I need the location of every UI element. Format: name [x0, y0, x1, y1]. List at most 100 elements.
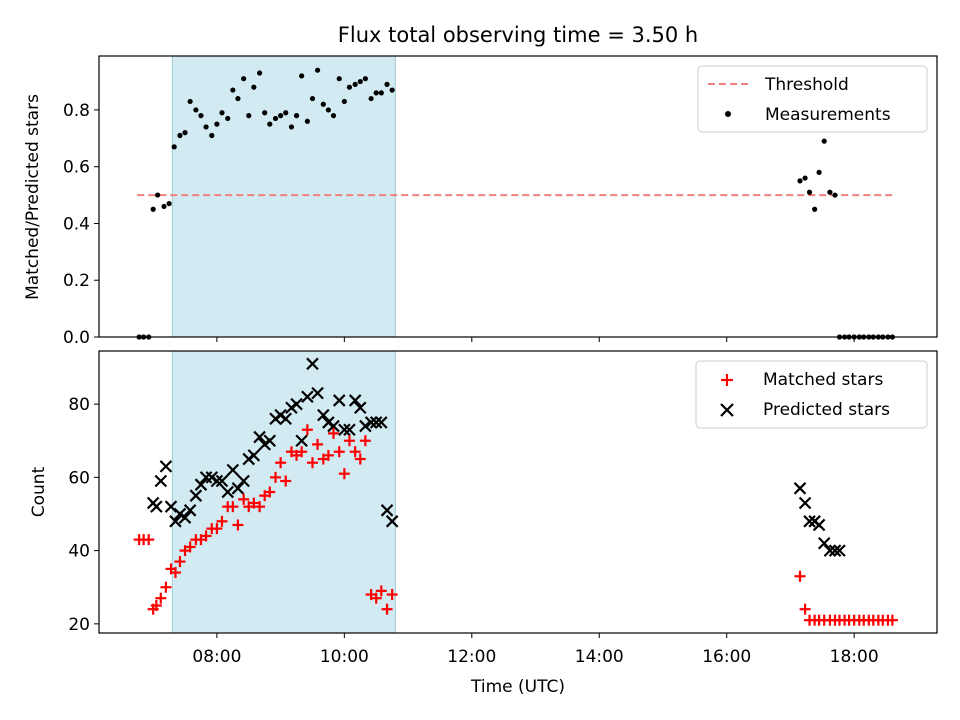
measurement-point: [150, 206, 156, 212]
matched-star-point: [275, 457, 287, 469]
measurement-point: [283, 110, 289, 116]
measurement-point: [161, 203, 167, 210]
predicted-star-point: [215, 474, 229, 488]
bottom-legend-frame: [695, 360, 928, 429]
x-tick-label: 12:00: [447, 647, 496, 667]
predicted-star-point: [380, 504, 394, 517]
predicted-star-point: [164, 500, 178, 513]
measurement-point: [320, 101, 326, 107]
predicted-star-point: [290, 397, 303, 411]
predicted-star-point: [150, 500, 163, 513]
measurement-point: [182, 130, 188, 136]
predicted-star-point: [178, 511, 192, 524]
measurement-point: [341, 98, 347, 105]
matched-legend-label: Matched stars: [763, 370, 883, 390]
matched-star-point: [227, 501, 239, 513]
matched-star-point: [211, 523, 223, 535]
matched-star-points: [133, 424, 898, 626]
predicted-star-point: [154, 474, 168, 488]
predicted-star-point: [348, 394, 362, 407]
measurement-point: [832, 192, 838, 198]
measurement-point: [246, 113, 252, 119]
top-axes-frame: [98, 55, 938, 338]
measurement-point: [330, 113, 337, 119]
y-tick-label: 80: [68, 395, 90, 415]
predicted-star-point: [385, 515, 399, 528]
bottom-y-axis-label: Count: [29, 466, 49, 517]
x-tick-label: 16:00: [702, 647, 751, 667]
predicted-star-point: [828, 544, 842, 557]
predicted-star-point: [343, 423, 356, 437]
observing-span-bottom: [171, 350, 396, 634]
bottom-y-ticks: 20 40 60 80: [68, 395, 99, 635]
measurement-point: [198, 113, 204, 119]
predicted-star-point: [369, 416, 383, 429]
top-y-axis-label: Matched/Predicted stars: [23, 94, 43, 300]
top-y-ticks: 0.0 0.2 0.4 0.6 0.8: [63, 101, 99, 348]
predicted-star-points: [146, 357, 846, 557]
measurement-point: [241, 76, 247, 82]
matched-star-point: [343, 435, 355, 447]
matched-star-point: [238, 493, 250, 505]
matched-star-point: [349, 446, 361, 458]
matched-star-point: [169, 567, 181, 579]
measurement-point: [299, 73, 305, 79]
matched-star-point: [160, 581, 172, 593]
predicted-star-point: [317, 408, 330, 422]
predicted-star-point: [375, 416, 388, 429]
predicted-star-point: [353, 401, 367, 415]
top-legend: Threshold Measurements: [697, 65, 928, 133]
matched-star-point: [248, 497, 260, 509]
observing-span-top: [171, 55, 396, 338]
predicted-star-point: [279, 412, 292, 426]
matched-star-point: [143, 534, 155, 546]
measurement-point: [155, 192, 161, 198]
y-tick-label: 0.0: [63, 328, 90, 348]
matched-star-point: [799, 603, 811, 615]
x-axis-label: Time (UTC): [470, 677, 565, 697]
measurement-point: [288, 124, 295, 130]
measurement-point: [278, 113, 284, 119]
measurement-point: [171, 144, 177, 150]
matched-star-point: [381, 603, 393, 615]
predicted-star-point: [221, 485, 235, 499]
top-legend-frame: [697, 65, 928, 133]
matched-star-point: [200, 530, 212, 542]
predicted-star-point: [817, 536, 831, 550]
measurement-point: [352, 81, 358, 87]
matched-star-point: [155, 592, 167, 604]
x-tick-label: 18:00: [830, 647, 879, 667]
predicted-star-point: [327, 419, 340, 433]
top-x-ticks: [216, 337, 855, 342]
measurement-point: [827, 189, 833, 195]
matched-star-point: [296, 446, 308, 458]
matched-star-point: [254, 501, 266, 513]
bottom-axes-frame: [98, 350, 938, 634]
measurement-point: [219, 110, 225, 116]
measurement-point: [797, 178, 803, 184]
x-tick-label: 10:00: [320, 647, 369, 667]
matched-star-point: [886, 614, 898, 626]
predicted-star-point: [183, 504, 197, 517]
matched-star-point: [794, 570, 806, 582]
matched-star-point: [375, 585, 387, 597]
matched-star-point: [301, 424, 313, 436]
matched-star-point: [312, 438, 324, 450]
chart-title: Flux total observing time = 3.50 h: [338, 23, 698, 47]
measurement-point: [262, 110, 268, 116]
predicted-star-point: [332, 394, 346, 407]
predicted-star-point: [359, 419, 372, 433]
measurement-point: [203, 124, 209, 130]
matched-star-point: [338, 468, 350, 480]
measurement-point: [802, 175, 808, 181]
predicted-star-point: [311, 386, 324, 400]
matched-star-point: [359, 435, 371, 447]
measurement-point: [304, 118, 310, 124]
matched-star-point: [216, 515, 228, 527]
predicted-star-point: [812, 518, 826, 532]
predicted-star-point: [263, 434, 277, 448]
measurement-point: [235, 95, 241, 102]
measurement-point: [309, 95, 316, 102]
y-tick-label: 20: [68, 615, 90, 635]
